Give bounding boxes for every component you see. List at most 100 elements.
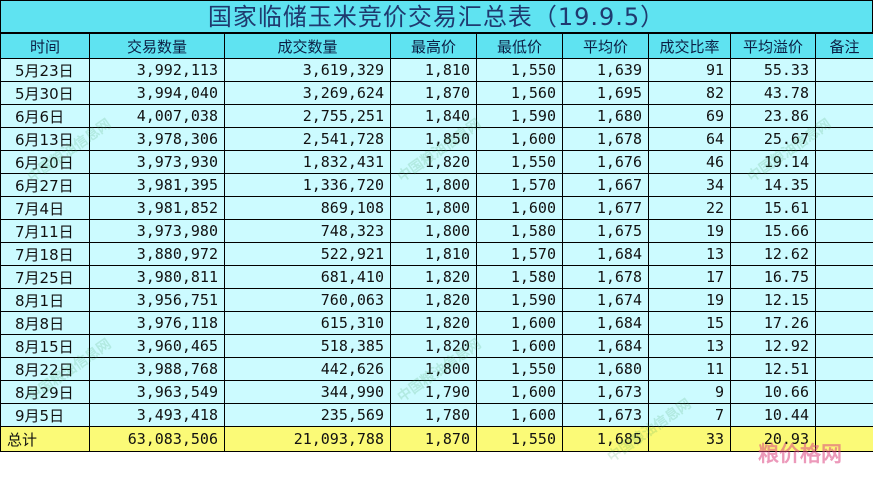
table-row: 7月11日 3,973,980 748,323 1,800 1,580 1,675 19 15… [0,219,873,243]
table-cell: 1,550 [476,357,563,381]
table-cell: 3,980,811 [89,265,225,289]
column-header: 备注 [815,33,873,59]
total-cell: 63,083,506 [89,426,225,452]
table-cell: 16.75 [730,265,816,289]
table-body: 5月23日 3,992,113 3,619,329 1,810 1,550 1,639 91… [0,58,873,427]
table-cell: 6月27日 [0,173,90,197]
table-cell: 8月15日 [0,334,90,358]
table-cell [815,242,873,266]
table-cell: 1,674 [562,288,649,312]
table-cell: 760,063 [224,288,391,312]
table-cell: 1,820 [390,265,477,289]
table-cell: 7月25日 [0,265,90,289]
table-cell: 8月8日 [0,311,90,335]
table-cell [815,311,873,335]
total-cell: 1,685 [562,426,649,452]
table-cell [815,334,873,358]
table-cell: 1,800 [390,357,477,381]
table-cell: 1,600 [476,334,563,358]
table-cell: 25.67 [730,127,816,151]
table-cell: 1,800 [390,219,477,243]
table-cell: 3,619,329 [224,58,391,82]
table-cell [815,104,873,128]
column-header: 时间 [0,33,90,59]
table-cell: 12.62 [730,242,816,266]
table-cell: 19 [648,288,731,312]
table-row: 8月1日 3,956,751 760,063 1,820 1,590 1,674 19 12.… [0,288,873,312]
table-cell: 13 [648,334,731,358]
table-cell [815,127,873,151]
table-cell: 1,600 [476,311,563,335]
table-cell: 1,680 [562,357,649,381]
table-cell: 15 [648,311,731,335]
table-cell: 518,385 [224,334,391,358]
table-cell: 1,684 [562,242,649,266]
table-cell: 1,600 [476,403,563,427]
total-cell: 总计 [0,426,90,452]
table-cell: 1,676 [562,150,649,174]
table-cell: 869,108 [224,196,391,220]
table-cell: 1,550 [476,58,563,82]
table-row: 8月29日 3,963,549 344,990 1,790 1,600 1,673 9 10.… [0,380,873,404]
total-cell: 21,093,788 [224,426,391,452]
table-cell: 22 [648,196,731,220]
table-cell: 1,580 [476,219,563,243]
column-header: 最高价 [390,33,477,59]
column-header: 交易数量 [89,33,225,59]
table-cell: 3,493,418 [89,403,225,427]
table-cell: 3,956,751 [89,288,225,312]
table-cell: 3,978,306 [89,127,225,151]
table-row: 8月8日 3,976,118 615,310 1,820 1,600 1,684 15 17.… [0,311,873,335]
table-cell: 1,832,431 [224,150,391,174]
table-cell: 1,675 [562,219,649,243]
table-cell: 9 [648,380,731,404]
table-cell: 3,994,040 [89,81,225,105]
table-cell: 3,880,972 [89,242,225,266]
table-cell: 1,590 [476,288,563,312]
table-cell: 615,310 [224,311,391,335]
table-row: 5月30日 3,994,040 3,269,624 1,870 1,560 1,695 82… [0,81,873,105]
table-cell: 1,840 [390,104,477,128]
table-cell: 10.66 [730,380,816,404]
table-cell: 3,981,852 [89,196,225,220]
column-header: 最低价 [476,33,563,59]
table-cell: 1,677 [562,196,649,220]
table-cell: 8月22日 [0,357,90,381]
total-cell: 20.93 [730,426,816,452]
table-cell: 3,992,113 [89,58,225,82]
table-cell: 1,684 [562,334,649,358]
table-cell: 1,600 [476,127,563,151]
table-cell: 1,550 [476,150,563,174]
table-cell: 1,790 [390,380,477,404]
table-cell: 6月6日 [0,104,90,128]
table-cell [815,196,873,220]
table-cell: 9月5日 [0,403,90,427]
table-cell: 1,680 [562,104,649,128]
table-cell: 7月18日 [0,242,90,266]
total-row: 总计 63,083,506 21,093,788 1,870 1,550 1,685 33 2… [0,426,873,452]
table-row: 7月25日 3,980,811 681,410 1,820 1,580 1,678 17 16… [0,265,873,289]
table-cell: 681,410 [224,265,391,289]
total-cell: 1,550 [476,426,563,452]
table-cell: 7 [648,403,731,427]
table-cell: 1,695 [562,81,649,105]
table-cell: 34 [648,173,731,197]
table-cell: 1,820 [390,334,477,358]
table-cell: 1,820 [390,311,477,335]
table-cell: 1,800 [390,196,477,220]
table-cell: 2,755,251 [224,104,391,128]
table-cell: 442,626 [224,357,391,381]
table-cell: 1,600 [476,196,563,220]
table-cell: 1,810 [390,242,477,266]
table-cell: 43.78 [730,81,816,105]
table-cell: 3,976,118 [89,311,225,335]
table-cell [815,219,873,243]
table-cell: 17 [648,265,731,289]
table-cell: 748,323 [224,219,391,243]
table-cell [815,58,873,82]
table-cell: 23.86 [730,104,816,128]
table-cell: 19 [648,219,731,243]
table-cell: 5月30日 [0,81,90,105]
table-cell: 64 [648,127,731,151]
table-cell: 3,973,980 [89,219,225,243]
